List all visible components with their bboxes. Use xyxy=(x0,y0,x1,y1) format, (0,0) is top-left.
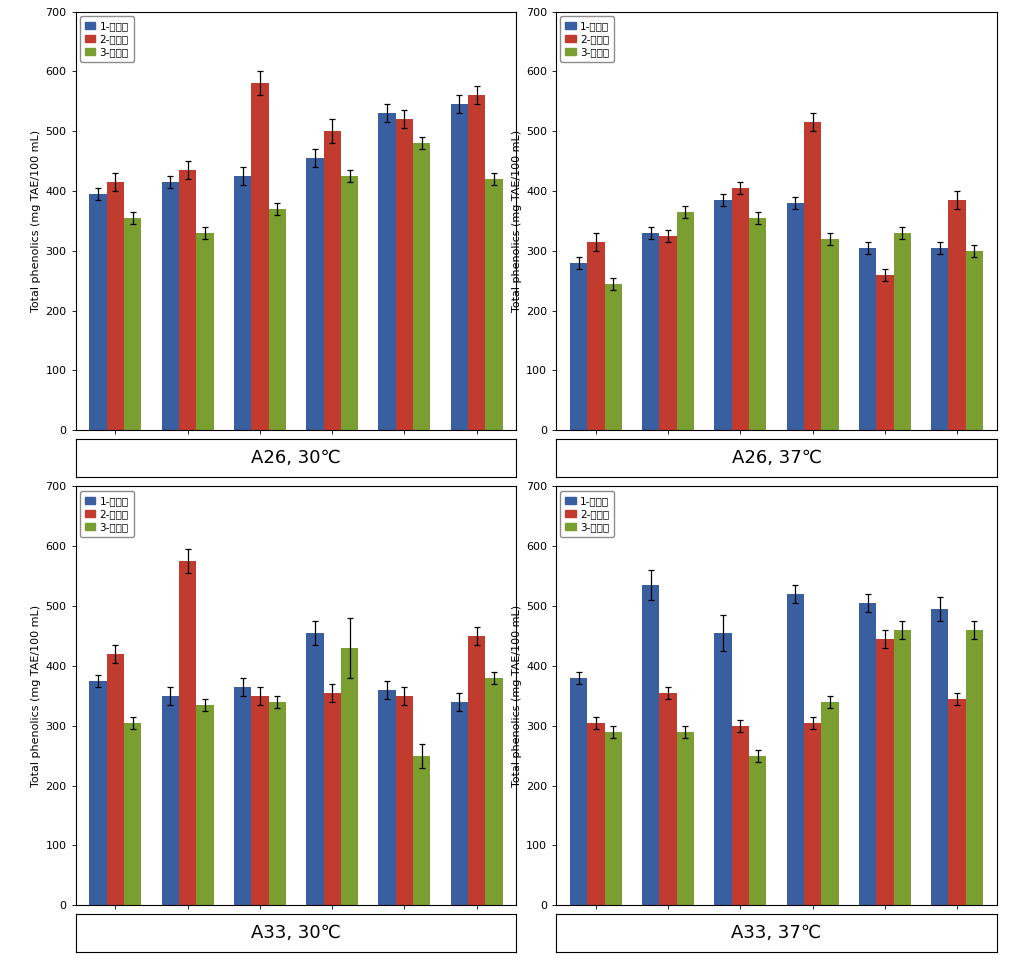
Bar xyxy=(787,203,804,430)
Text: A33, 30℃: A33, 30℃ xyxy=(251,924,341,943)
Legend: 1-사걸조, 2-대맥조, 3-사걸조: 1-사걸조, 2-대맥조, 3-사걸조 xyxy=(560,15,614,62)
Bar xyxy=(251,696,268,905)
Bar xyxy=(468,636,485,905)
Bar xyxy=(396,696,413,905)
Bar xyxy=(161,696,179,905)
Y-axis label: Total phenolics (mg TAE/100 mL): Total phenolics (mg TAE/100 mL) xyxy=(512,605,522,787)
Bar xyxy=(642,233,660,430)
Bar xyxy=(197,705,214,905)
X-axis label: Fermentation days: Fermentation days xyxy=(721,928,831,942)
Bar xyxy=(876,275,894,430)
Bar xyxy=(714,200,732,430)
Y-axis label: Total phenolics (mg TAE/100 mL): Total phenolics (mg TAE/100 mL) xyxy=(31,130,41,312)
Bar xyxy=(821,702,838,905)
Bar xyxy=(787,594,804,905)
Bar xyxy=(570,263,587,430)
Bar xyxy=(677,732,694,905)
Bar xyxy=(378,113,396,430)
Bar xyxy=(732,188,749,430)
Bar xyxy=(268,209,286,430)
Bar xyxy=(876,639,894,905)
Legend: 1-사걸조, 2-대맥조, 3-사걸조: 1-사걸조, 2-대맥조, 3-사걸조 xyxy=(80,15,134,62)
Bar xyxy=(124,723,141,905)
Text: A26, 30℃: A26, 30℃ xyxy=(251,449,341,468)
Bar xyxy=(931,610,948,905)
Bar xyxy=(378,690,396,905)
Bar xyxy=(234,687,251,905)
Bar xyxy=(660,236,677,430)
Bar xyxy=(804,122,821,430)
Y-axis label: Total phenolics (mg TAE/100 mL): Total phenolics (mg TAE/100 mL) xyxy=(31,605,41,787)
Bar xyxy=(413,756,431,905)
Bar xyxy=(604,732,622,905)
Bar xyxy=(341,648,358,905)
Bar xyxy=(90,194,107,430)
Bar xyxy=(234,176,251,430)
Bar xyxy=(587,242,604,430)
Bar xyxy=(604,284,622,430)
X-axis label: Fermentation days: Fermentation days xyxy=(721,453,831,467)
Bar xyxy=(714,633,732,905)
Bar xyxy=(859,248,876,430)
Bar xyxy=(179,170,197,430)
Bar xyxy=(677,212,694,430)
Bar xyxy=(413,143,431,430)
Bar xyxy=(570,678,587,905)
Bar xyxy=(324,693,341,905)
Bar xyxy=(749,756,767,905)
Legend: 1-사걸조, 2-대맥조, 3-사걸조: 1-사걸조, 2-대맥조, 3-사걸조 xyxy=(80,491,134,538)
Bar xyxy=(948,200,966,430)
Bar xyxy=(642,586,660,905)
X-axis label: Fermentation days: Fermentation days xyxy=(241,453,351,467)
Bar xyxy=(451,105,468,430)
Bar xyxy=(341,176,358,430)
Bar xyxy=(197,233,214,430)
Bar xyxy=(306,158,324,430)
Bar xyxy=(966,630,983,905)
Bar xyxy=(859,603,876,905)
X-axis label: Fermentation days: Fermentation days xyxy=(241,928,351,942)
Bar xyxy=(587,723,604,905)
Legend: 1-사걸조, 2-대맥조, 3-사걸조: 1-사걸조, 2-대맥조, 3-사걸조 xyxy=(560,491,614,538)
Bar xyxy=(468,95,485,430)
Text: A26, 37℃: A26, 37℃ xyxy=(732,449,821,468)
Bar xyxy=(268,702,286,905)
Bar xyxy=(396,119,413,430)
Bar xyxy=(931,248,948,430)
Bar xyxy=(179,562,197,905)
Bar xyxy=(90,681,107,905)
Bar xyxy=(894,233,911,430)
Bar xyxy=(324,132,341,430)
Bar xyxy=(660,693,677,905)
Bar xyxy=(485,180,502,430)
Bar xyxy=(124,218,141,430)
Y-axis label: Total phenolics (mg TAE/100 mL): Total phenolics (mg TAE/100 mL) xyxy=(512,130,522,312)
Bar xyxy=(107,654,124,905)
Bar xyxy=(251,84,268,430)
Bar xyxy=(804,723,821,905)
Bar xyxy=(894,630,911,905)
Bar xyxy=(821,239,838,430)
Bar xyxy=(732,726,749,905)
Bar xyxy=(107,182,124,430)
Bar xyxy=(966,251,983,430)
Bar xyxy=(749,218,767,430)
Bar xyxy=(451,702,468,905)
Bar xyxy=(485,678,502,905)
Bar xyxy=(161,182,179,430)
Bar xyxy=(306,633,324,905)
Text: A33, 37℃: A33, 37℃ xyxy=(732,924,821,943)
Bar xyxy=(948,699,966,905)
